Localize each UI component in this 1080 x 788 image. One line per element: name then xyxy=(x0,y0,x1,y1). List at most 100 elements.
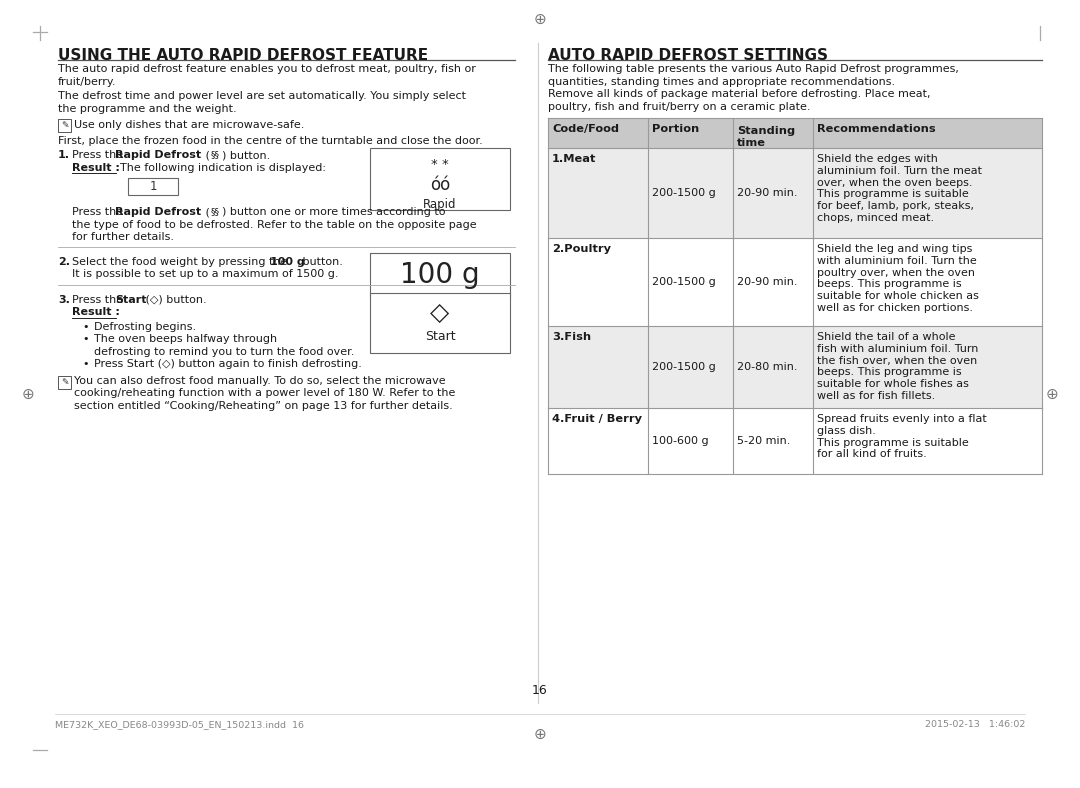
Text: ⊕: ⊕ xyxy=(1045,386,1058,402)
Text: cooking/reheating function with a power level of 180 W. Refer to the: cooking/reheating function with a power … xyxy=(75,388,456,398)
Text: Rapid Defrost: Rapid Defrost xyxy=(114,150,201,160)
Text: beeps. This programme is: beeps. This programme is xyxy=(816,280,961,289)
Bar xyxy=(548,238,1042,326)
Text: Standing: Standing xyxy=(737,126,795,136)
Text: beeps. This programme is: beeps. This programme is xyxy=(816,367,961,377)
Text: Spread fruits evenly into a flat: Spread fruits evenly into a flat xyxy=(816,414,987,424)
Text: First, place the frozen food in the centre of the turntable and close the door.: First, place the frozen food in the cent… xyxy=(58,136,483,146)
Text: chops, minced meat.: chops, minced meat. xyxy=(816,213,934,223)
Text: •: • xyxy=(83,334,90,344)
Text: Code/Food: Code/Food xyxy=(552,124,619,134)
Text: suitable for whole fishes as: suitable for whole fishes as xyxy=(816,379,969,389)
Text: 100 g: 100 g xyxy=(401,261,480,288)
Text: time: time xyxy=(737,138,766,148)
Bar xyxy=(370,252,510,296)
Text: Rapid: Rapid xyxy=(423,198,457,211)
Text: §§: §§ xyxy=(211,150,220,159)
Text: Press the: Press the xyxy=(72,207,126,217)
Text: (: ( xyxy=(202,207,210,217)
Text: Remove all kinds of package material before defrosting. Place meat,: Remove all kinds of package material bef… xyxy=(548,89,931,99)
Text: 20-90 min.: 20-90 min. xyxy=(737,277,797,287)
Text: ) button.: ) button. xyxy=(222,150,270,160)
Text: Use only dishes that are microwave-safe.: Use only dishes that are microwave-safe. xyxy=(75,120,305,130)
Text: •: • xyxy=(83,359,90,369)
Text: 2015-02-13   1:46:02: 2015-02-13 1:46:02 xyxy=(924,720,1025,729)
Bar xyxy=(548,326,1042,408)
Text: 2.Poultry: 2.Poultry xyxy=(552,244,611,254)
Bar xyxy=(548,408,1042,474)
Text: You can also defrost food manually. To do so, select the microwave: You can also defrost food manually. To d… xyxy=(75,376,446,385)
Text: 16: 16 xyxy=(532,685,548,697)
Text: glass dish.: glass dish. xyxy=(816,426,876,436)
Text: the fish over, when the oven: the fish over, when the oven xyxy=(816,355,977,366)
Text: 100 g: 100 g xyxy=(270,257,305,266)
Text: Press Start (◇) button again to finish defrosting.: Press Start (◇) button again to finish d… xyxy=(94,359,362,369)
Text: •: • xyxy=(83,322,90,332)
Text: fish with aluminium foil. Turn: fish with aluminium foil. Turn xyxy=(816,344,978,354)
Text: the programme and the weight.: the programme and the weight. xyxy=(58,103,237,113)
Text: It is possible to set up to a maximum of 1500 g.: It is possible to set up to a maximum of… xyxy=(72,269,338,279)
Text: ME732K_XEO_DE68-03993D-05_EN_150213.indd  16: ME732K_XEO_DE68-03993D-05_EN_150213.indd… xyxy=(55,720,303,729)
Text: 20-90 min.: 20-90 min. xyxy=(737,188,797,198)
Text: 20-80 min.: 20-80 min. xyxy=(737,362,797,372)
Text: Press the: Press the xyxy=(72,150,126,160)
Text: This programme is suitable: This programme is suitable xyxy=(816,437,969,448)
Text: for beef, lamb, pork, steaks,: for beef, lamb, pork, steaks, xyxy=(816,201,974,211)
Text: the type of food to be defrosted. Refer to the table on the opposite page: the type of food to be defrosted. Refer … xyxy=(72,220,476,229)
Text: ✎: ✎ xyxy=(60,377,68,386)
Text: section entitled “Cooking/Reheating” on page 13 for further details.: section entitled “Cooking/Reheating” on … xyxy=(75,400,453,411)
Text: USING THE AUTO RAPID DEFROST FEATURE: USING THE AUTO RAPID DEFROST FEATURE xyxy=(58,48,428,63)
Text: The following indication is displayed:: The following indication is displayed: xyxy=(120,162,326,173)
Bar xyxy=(129,178,178,195)
Text: Shield the leg and wing tips: Shield the leg and wing tips xyxy=(816,244,972,254)
Text: óó: óó xyxy=(430,176,450,194)
Text: §§: §§ xyxy=(211,207,220,216)
Bar xyxy=(548,118,1042,148)
Text: ) button one or more times according to: ) button one or more times according to xyxy=(222,207,446,217)
Text: Rapid Defrost: Rapid Defrost xyxy=(114,207,201,217)
Text: Start: Start xyxy=(424,330,456,343)
Text: Portion: Portion xyxy=(652,124,699,134)
Text: 100-600 g: 100-600 g xyxy=(652,436,708,446)
Text: Defrosting begins.: Defrosting begins. xyxy=(94,322,197,332)
Text: ⊕: ⊕ xyxy=(534,727,546,742)
Text: 2.: 2. xyxy=(58,257,70,266)
Bar xyxy=(58,119,71,132)
Bar xyxy=(548,148,1042,238)
Text: defrosting to remind you to turn the food over.: defrosting to remind you to turn the foo… xyxy=(94,347,354,356)
Text: well as for fish fillets.: well as for fish fillets. xyxy=(816,391,935,401)
Text: well as for chicken portions.: well as for chicken portions. xyxy=(816,303,973,313)
Text: fruit/berry.: fruit/berry. xyxy=(58,76,117,87)
Text: over, when the oven beeps.: over, when the oven beeps. xyxy=(816,177,972,188)
Text: Shield the tail of a whole: Shield the tail of a whole xyxy=(816,332,956,342)
Text: * *: * * xyxy=(431,158,449,171)
Text: The oven beeps halfway through: The oven beeps halfway through xyxy=(94,334,278,344)
Text: 200-1500 g: 200-1500 g xyxy=(652,188,716,198)
Text: (: ( xyxy=(202,150,210,160)
Text: 1.: 1. xyxy=(58,150,70,160)
Text: Shield the edges with: Shield the edges with xyxy=(816,154,937,164)
Text: Select the food weight by pressing the: Select the food weight by pressing the xyxy=(72,257,291,266)
Text: with aluminium foil. Turn the: with aluminium foil. Turn the xyxy=(816,256,976,266)
Text: 3.Fish: 3.Fish xyxy=(552,332,591,342)
Text: 200-1500 g: 200-1500 g xyxy=(652,277,716,287)
Text: The auto rapid defrost feature enables you to defrost meat, poultry, fish or: The auto rapid defrost feature enables y… xyxy=(58,64,476,74)
Text: ⊕: ⊕ xyxy=(22,386,35,402)
Text: This programme is suitable: This programme is suitable xyxy=(816,189,969,199)
Text: quantities, standing times and appropriate recommendations.: quantities, standing times and appropria… xyxy=(548,76,895,87)
Text: 3.: 3. xyxy=(58,295,70,304)
Text: 200-1500 g: 200-1500 g xyxy=(652,362,716,372)
Text: for all kind of fruits.: for all kind of fruits. xyxy=(816,449,927,459)
Text: ⊕: ⊕ xyxy=(534,12,546,27)
Text: suitable for whole chicken as: suitable for whole chicken as xyxy=(816,292,978,301)
Text: Result :: Result : xyxy=(72,162,120,173)
Text: ◇: ◇ xyxy=(430,300,449,325)
Text: Press the: Press the xyxy=(72,295,126,304)
Text: 5-20 min.: 5-20 min. xyxy=(737,436,791,446)
Text: Recommendations: Recommendations xyxy=(816,124,935,134)
Bar xyxy=(370,148,510,210)
Text: The defrost time and power level are set automatically. You simply select: The defrost time and power level are set… xyxy=(58,91,465,101)
Text: 1: 1 xyxy=(149,180,157,193)
Text: The following table presents the various Auto Rapid Defrost programmes,: The following table presents the various… xyxy=(548,64,959,74)
Text: AUTO RAPID DEFROST SETTINGS: AUTO RAPID DEFROST SETTINGS xyxy=(548,48,828,63)
